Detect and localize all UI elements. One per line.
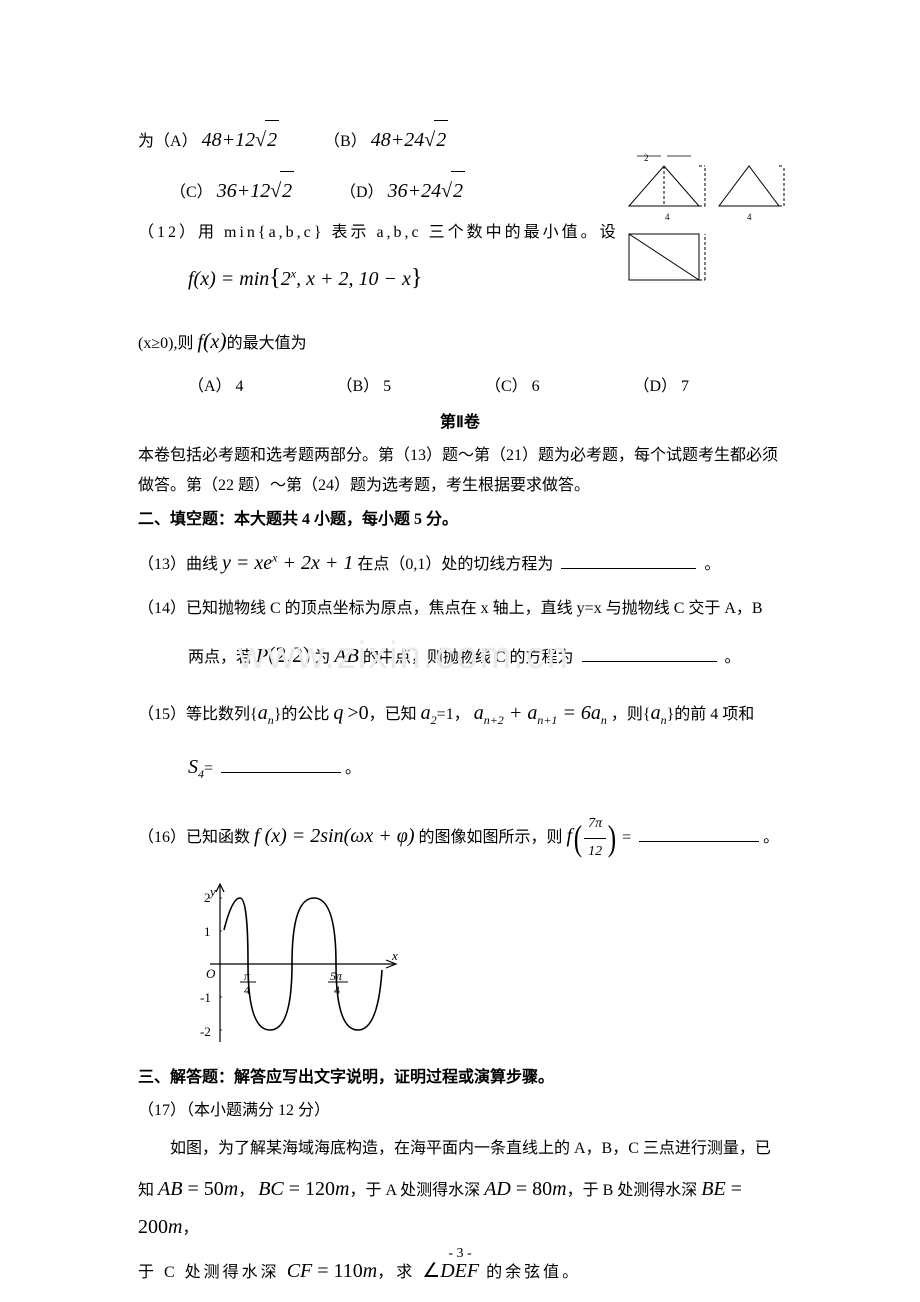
page-number: - 3 - bbox=[0, 1246, 920, 1262]
svg-text:-2: -2 bbox=[200, 1024, 211, 1039]
q13: （13）曲线 y = xex + 2x + 1 在点（0,1）处的切线方程为 。 bbox=[138, 544, 782, 582]
q11-optA: （A） 48+12√2 bbox=[154, 120, 324, 159]
svg-text:4: 4 bbox=[665, 212, 670, 222]
q12-A: （A） 4 bbox=[188, 372, 337, 402]
sine-function-chart: y 2 1 -1 -2 O x π 4 5π 4 bbox=[188, 878, 782, 1059]
section2-intro2: 做答。第（22 题）～第（24）题为选考题，考生根据要求做答。 bbox=[138, 471, 782, 501]
q12-options: （A） 4 （B） 5 （C） 6 （D） 7 bbox=[138, 372, 782, 402]
q12-D: （D） 7 bbox=[634, 372, 783, 402]
q13-blank bbox=[561, 553, 696, 569]
part2-heading: 二、填空题：本大题共 4 小题，每小题 5 分。 bbox=[138, 505, 782, 535]
q14-line1: （14）已知抛物线 C 的顶点坐标为原点，焦点在 x 轴上，直线 y=x 与抛物… bbox=[138, 594, 782, 624]
section2-title: 第Ⅱ卷 bbox=[138, 408, 782, 438]
orthographic-views-diagram: 4 2 4 bbox=[623, 150, 785, 290]
svg-text:1: 1 bbox=[204, 924, 211, 939]
q17-line2: 知 AB = 50m， BC = 120m，于 A 处测得水深 AD = 80m… bbox=[138, 1170, 782, 1246]
q12-C: （C） 6 bbox=[485, 372, 634, 402]
q17-line1: 如图，为了解某海域海底构造，在海平面内一条直线上的 A，B，C 三点进行测量，已 bbox=[138, 1134, 782, 1164]
part3-heading: 三、解答题：解答应写出文字说明，证明过程或演算步骤。 bbox=[138, 1063, 782, 1093]
q11-prefix: 为 bbox=[138, 127, 154, 157]
svg-text:2: 2 bbox=[644, 153, 649, 163]
svg-text:-1: -1 bbox=[200, 990, 211, 1005]
q12-stem2: (x≥0),则 f(x)的最大值为 bbox=[138, 320, 782, 362]
q15-line1: （15）等比数列{an}的公比 q >0，已知 a2=1， an+2 + an+… bbox=[138, 694, 782, 732]
svg-text:x: x bbox=[391, 948, 398, 963]
q15-line2: S4= 。 bbox=[138, 748, 782, 786]
svg-text:2: 2 bbox=[204, 890, 211, 905]
q16-blank bbox=[639, 826, 759, 842]
section2-intro1: 本卷包括必考题和选考题两部分。第（13）题～第（21）题为必考题，每个试题考生都… bbox=[138, 441, 782, 471]
q11-optC: （C） 36+12√2 bbox=[170, 171, 340, 210]
svg-text:O: O bbox=[206, 966, 216, 981]
q15-blank bbox=[221, 757, 341, 773]
q14-line2: 两点，若 P(2,2) 为 AB 的中点，则抛物线 C 的方程为 。 www.z… bbox=[138, 634, 782, 676]
q12-B: （B） 5 bbox=[337, 372, 486, 402]
q14-blank bbox=[582, 646, 717, 662]
q11-optB: （B） 48+24√2 bbox=[324, 120, 494, 159]
q11-optD: （D） 36+24√2 bbox=[340, 171, 510, 210]
q16: （16）已知函数 f (x) = 2sin(ωx + φ) 的图像如图所示，则 … bbox=[138, 804, 782, 872]
svg-text:4: 4 bbox=[747, 212, 752, 222]
q17-header: （17）（本小题满分 12 分） bbox=[138, 1096, 782, 1126]
